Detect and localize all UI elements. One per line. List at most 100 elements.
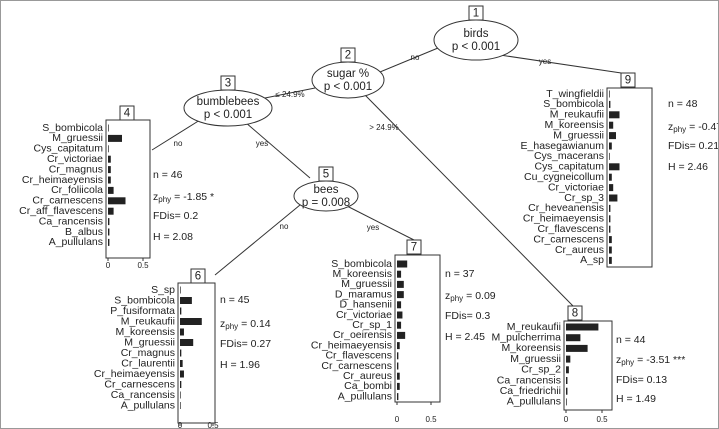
node-id: 2 — [345, 50, 351, 62]
stat-h: H = 2.45 — [445, 331, 485, 343]
bar — [108, 145, 109, 153]
bar — [609, 111, 620, 119]
panel — [177, 282, 216, 424]
stat-fdis: FDis= 0.3 — [445, 310, 490, 322]
species-label: Cr_magnus — [121, 347, 175, 359]
bar — [180, 391, 181, 399]
stat-fdis: FDis= 0.27 — [220, 338, 271, 350]
species-label: Cys_capitatum — [535, 161, 605, 173]
bar — [609, 236, 612, 244]
edge-label: no — [280, 222, 289, 231]
node-id-box — [468, 5, 484, 21]
edge-label: > 24.9% — [369, 123, 399, 132]
species-label: Cr_laurentii — [121, 357, 175, 369]
node-id-box — [567, 305, 583, 321]
node-id: 9 — [625, 75, 631, 87]
bar — [566, 344, 588, 352]
species-label: Cr_aureus — [343, 370, 392, 382]
species-label: S_bombicola — [114, 294, 175, 306]
node-id-box — [318, 166, 334, 182]
node-id: 4 — [124, 108, 131, 120]
stat-h: H = 1.96 — [220, 359, 260, 371]
bar — [397, 372, 400, 380]
bar — [566, 377, 568, 384]
node-p: p = 0.008 — [302, 197, 350, 209]
node-id-box — [620, 72, 636, 88]
species-label: Cr_carnescens — [32, 195, 103, 207]
species-label: Cr_flavescens — [537, 223, 604, 235]
z-value: = -3.51 *** — [637, 354, 685, 366]
stat-n: n = 37 — [445, 268, 475, 280]
species-label: Cr_carnescens — [104, 378, 175, 390]
z-label: z — [668, 121, 673, 133]
bar — [180, 381, 182, 388]
bar — [397, 393, 399, 401]
node-p: p < 0.001 — [204, 109, 252, 121]
species-label: T_wingfieldii — [546, 88, 604, 100]
species-label: Cr_sp_1 — [352, 319, 392, 331]
bar — [397, 331, 406, 339]
node-label: bumblebees — [197, 96, 260, 108]
bar — [397, 352, 399, 360]
bar — [180, 318, 202, 325]
bar — [397, 321, 402, 329]
node-id: 8 — [572, 308, 578, 320]
bar — [180, 339, 194, 346]
bar — [180, 297, 192, 304]
z-subscript: phy — [225, 322, 238, 331]
z-label: z — [220, 318, 225, 330]
bar — [609, 163, 620, 171]
species-label: M_gruessii — [553, 129, 604, 141]
bar — [609, 90, 610, 98]
node-label: sugar % — [327, 68, 369, 80]
species-label: A_sp — [580, 254, 604, 266]
species-label: M_gruessii — [510, 353, 561, 365]
species-label: S_bombicola — [543, 98, 604, 110]
species-label: A_pullulans — [507, 396, 561, 408]
species-label: Cr_foliicola — [51, 184, 103, 196]
species-label: Cr_aureus — [555, 244, 604, 256]
node-id-box — [340, 47, 356, 63]
species-label: Cys_capitatum — [34, 143, 104, 155]
node-id: 6 — [195, 271, 201, 283]
bar — [397, 280, 404, 288]
z-value: = -0.47 — [689, 121, 719, 133]
species-label: A_pullulans — [338, 390, 392, 402]
species-label: A_pullulans — [121, 399, 175, 411]
bar — [108, 155, 111, 163]
node-label: birds — [464, 28, 489, 40]
stat-fdis: FDis= 0.21 — [668, 140, 719, 152]
species-label: M_pulcherrima — [492, 331, 562, 343]
species-label: E_hasegawianum — [521, 140, 605, 152]
species-label: M_koreensis — [115, 326, 175, 338]
species-label: A_pullulans — [49, 236, 103, 248]
edge-label: no — [174, 139, 183, 148]
z-label: z — [153, 191, 158, 203]
bar — [609, 194, 618, 202]
species-label: Cr_magnus — [49, 163, 103, 175]
bar — [180, 328, 184, 336]
species-label: Cr_aff_flavescens — [19, 205, 103, 217]
species-label: Cr_victoriae — [548, 181, 604, 193]
tick-label: 0.5 — [207, 421, 219, 429]
bar — [108, 238, 110, 246]
bar — [609, 152, 610, 160]
edge-label: yes — [539, 57, 551, 66]
species-label: M_koreensis — [501, 342, 561, 354]
bar — [180, 349, 182, 357]
bar — [566, 366, 569, 374]
tick-label: 0.5 — [137, 261, 149, 270]
species-label: Cr_flavescens — [325, 350, 392, 362]
node-id: 5 — [323, 169, 329, 181]
species-label: Ca_rancensis — [39, 215, 103, 227]
bar — [108, 197, 126, 205]
species-label: M_gruessii — [341, 278, 392, 290]
species-label: Cr_heimaeyensis — [523, 213, 604, 225]
node-id: 1 — [473, 8, 479, 20]
bar — [108, 176, 111, 184]
stat-n: n = 46 — [153, 169, 183, 181]
bar — [566, 398, 567, 406]
bar — [609, 256, 612, 264]
species-label: Cr_heveanensis — [528, 202, 604, 214]
